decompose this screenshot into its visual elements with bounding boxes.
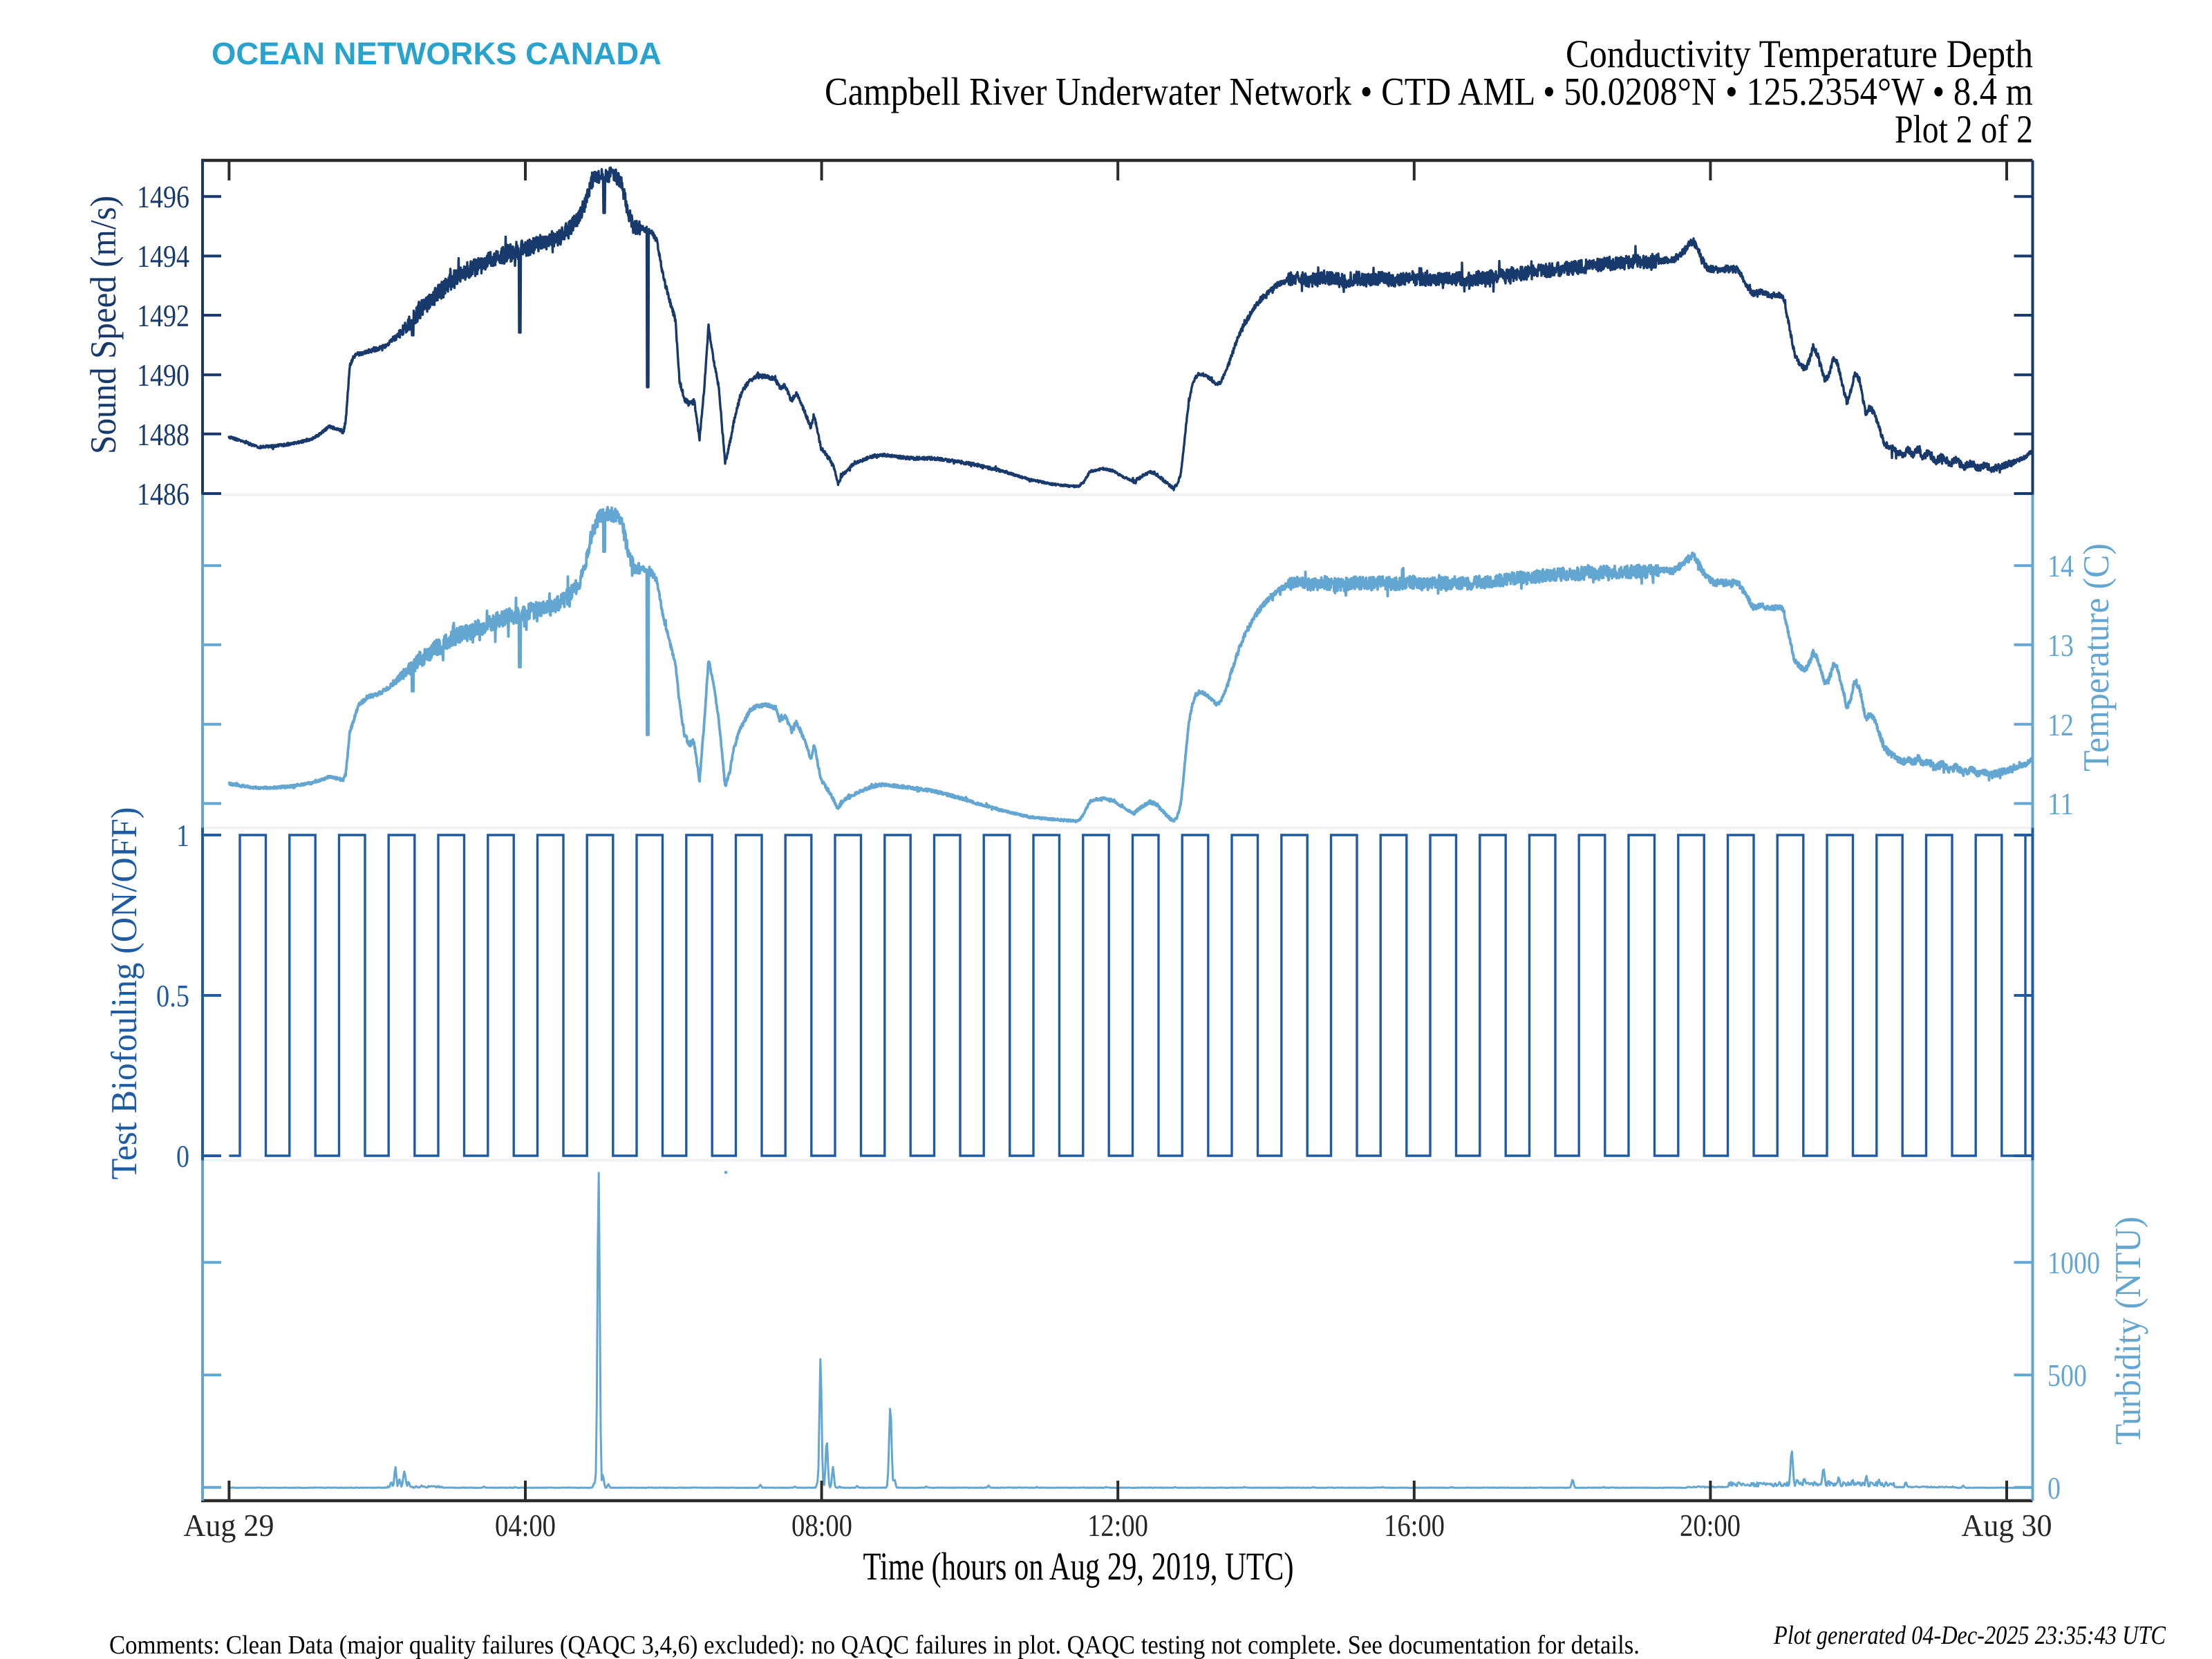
svg-text:1492: 1492 (137, 299, 189, 333)
svg-text:20:00: 20:00 (1680, 1508, 1741, 1543)
svg-text:Aug 29: Aug 29 (184, 1508, 274, 1543)
svg-text:0: 0 (2047, 1471, 2061, 1506)
svg-text:Test Biofouling (ON/OFF): Test Biofouling (ON/OFF) (104, 807, 144, 1180)
svg-text:Campbell River Underwater Netw: Campbell River Underwater Network • CTD … (825, 71, 2033, 114)
svg-text:1: 1 (176, 818, 189, 853)
svg-text:13: 13 (2047, 628, 2074, 663)
svg-text:Sound Speed (m/s): Sound Speed (m/s) (84, 196, 124, 454)
svg-text:Aug 30: Aug 30 (1962, 1508, 2052, 1543)
svg-text:08:00: 08:00 (791, 1508, 852, 1543)
svg-text:Turbidity (NTU): Turbidity (NTU) (2108, 1217, 2148, 1445)
svg-text:OCEAN NETWORKS CANADA: OCEAN NETWORKS CANADA (212, 36, 662, 71)
svg-text:Conductivity Temperature Depth: Conductivity Temperature Depth (1566, 32, 2033, 76)
svg-text:1490: 1490 (137, 358, 189, 393)
svg-text:1000: 1000 (2047, 1246, 2100, 1280)
svg-text:0.5: 0.5 (156, 979, 189, 1013)
svg-text:Time (hours on Aug 29, 2019, U: Time (hours on Aug 29, 2019, UTC) (863, 1545, 1294, 1588)
svg-text:Plot generated 04-Dec-2025 23:: Plot generated 04-Dec-2025 23:35:43 UTC (1773, 1621, 2166, 1650)
svg-text:Comments: Clean Data (major q: Comments: Clean Data (major quality fail… (109, 1631, 1640, 1659)
svg-text:16:00: 16:00 (1384, 1508, 1445, 1543)
svg-text:0: 0 (176, 1139, 189, 1174)
svg-text:Plot 2 of 2: Plot 2 of 2 (1895, 108, 2033, 151)
svg-text:11: 11 (2047, 787, 2074, 821)
svg-text:Temperature (C): Temperature (C) (2077, 543, 2117, 771)
svg-text:12: 12 (2047, 708, 2074, 742)
svg-text:04:00: 04:00 (495, 1508, 556, 1543)
svg-text:500: 500 (2047, 1358, 2087, 1393)
svg-text:12:00: 12:00 (1087, 1508, 1148, 1543)
svg-text:1488: 1488 (137, 418, 189, 452)
svg-text:14: 14 (2047, 549, 2074, 583)
svg-text:1494: 1494 (137, 239, 189, 274)
svg-text:1486: 1486 (137, 477, 189, 512)
svg-text:1496: 1496 (137, 180, 189, 214)
